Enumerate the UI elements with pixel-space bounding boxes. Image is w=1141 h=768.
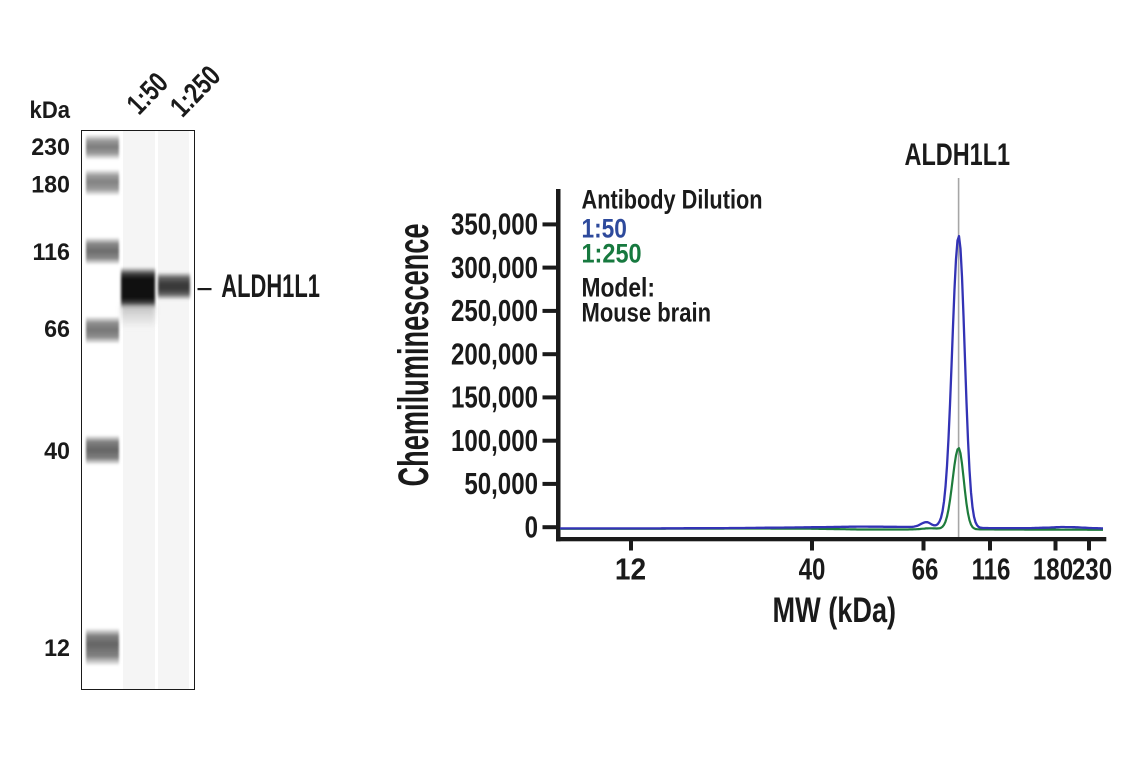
svg-text:kDa: kDa	[30, 96, 71, 123]
svg-text:12: 12	[44, 635, 70, 663]
svg-text:ALDH1L1: ALDH1L1	[905, 136, 1011, 171]
svg-text:1:50: 1:50	[121, 67, 174, 121]
svg-text:300,000: 300,000	[451, 250, 538, 284]
svg-text:350,000: 350,000	[451, 207, 538, 241]
svg-text:230: 230	[31, 134, 70, 162]
svg-text:250,000: 250,000	[451, 293, 538, 327]
svg-text:66: 66	[44, 316, 70, 344]
svg-text:Model:: Model:	[582, 273, 655, 303]
svg-text:ALDH1L1: ALDH1L1	[221, 268, 320, 304]
svg-text:0: 0	[525, 510, 538, 544]
svg-text:Antibody Dilution: Antibody Dilution	[582, 185, 763, 215]
svg-text:50,000: 50,000	[464, 466, 538, 500]
svg-text:180: 180	[1033, 552, 1073, 586]
svg-text:116: 116	[32, 238, 70, 266]
svg-text:40: 40	[44, 438, 70, 466]
svg-text:Mouse brain: Mouse brain	[582, 298, 712, 328]
svg-text:1:50: 1:50	[582, 213, 627, 243]
svg-text:1:250: 1:250	[165, 60, 227, 123]
svg-text:230: 230	[1072, 552, 1112, 586]
svg-text:100,000: 100,000	[451, 423, 538, 457]
svg-text:180: 180	[31, 171, 70, 199]
svg-text:200,000: 200,000	[451, 337, 538, 371]
svg-text:40: 40	[799, 552, 826, 586]
svg-text:116: 116	[972, 552, 1011, 586]
svg-text:1:250: 1:250	[582, 239, 642, 269]
svg-text:12: 12	[615, 552, 646, 586]
svg-text:MW (kDa): MW (kDa)	[773, 591, 897, 630]
svg-text:66: 66	[912, 552, 939, 586]
svg-text:Chemiluminescence: Chemiluminescence	[389, 223, 438, 486]
svg-text:150,000: 150,000	[451, 380, 538, 414]
